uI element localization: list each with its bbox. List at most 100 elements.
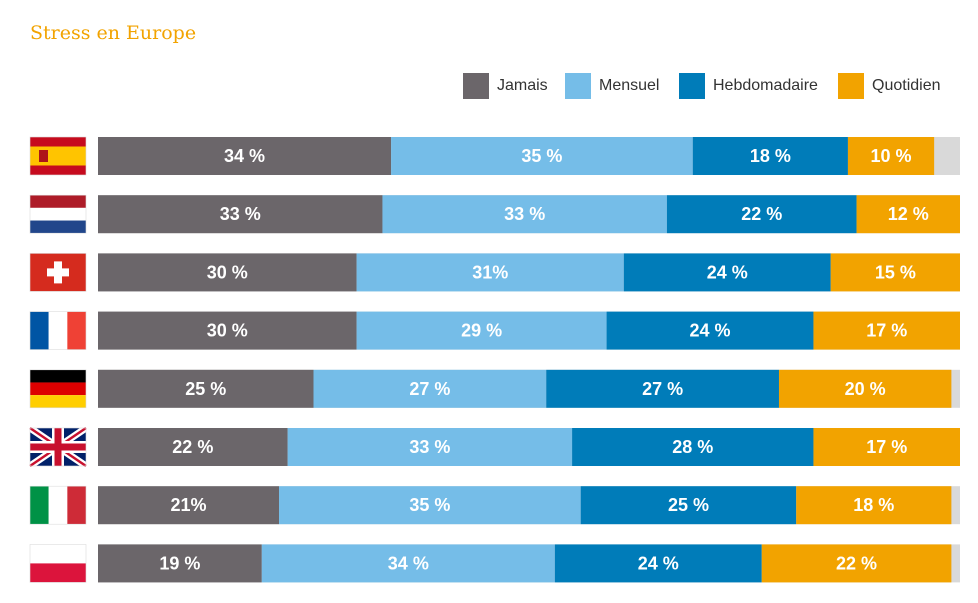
flag-red-stripe	[67, 486, 86, 525]
bar-segment-mensuel	[391, 137, 693, 175]
data-label-jamais: 21%	[170, 495, 206, 515]
bar-row-pologne: 19 % 34 % 24 % 22 %	[29, 544, 960, 583]
bar-segment-hebdomadaire	[606, 311, 814, 350]
data-label-hebdomadaire: 24 %	[638, 553, 679, 573]
legend-item-hebdomadaire: Hebdomadaire	[679, 72, 818, 100]
legend-swatch-hebdomadaire	[679, 73, 705, 99]
legend-swatch-quotidien	[838, 73, 864, 99]
bar-segment-hebdomadaire	[546, 369, 779, 408]
data-label-hebdomadaire: 24 %	[707, 262, 748, 282]
flag-red-stripe	[67, 311, 86, 350]
bar-segment-quotidien	[761, 544, 952, 583]
data-label-jamais: 33 %	[220, 204, 261, 224]
bar-segment-quotidien	[830, 253, 960, 292]
data-label-hebdomadaire: 24 %	[690, 321, 731, 341]
legend-item-quotidien: Quotidien	[838, 72, 941, 100]
chart-title: Stress en Europe	[30, 22, 197, 44]
bar-segment-quotidien	[813, 428, 960, 466]
bar-segment-hebdomadaire	[623, 253, 831, 292]
legend-label-quotidien: Quotidien	[872, 77, 941, 94]
data-label-quotidien: 18 %	[853, 495, 894, 515]
bar-segment-quotidien	[813, 311, 960, 350]
flag-blue-stripe	[30, 220, 86, 234]
bar-segment-hebdomadaire	[666, 195, 857, 234]
data-label-quotidien: 10 %	[871, 146, 912, 166]
flag-white-stripe	[48, 486, 68, 525]
bar-row-france: 30 % 29 % 24 % 17 %	[29, 311, 960, 350]
data-label-mensuel: 35 %	[409, 495, 450, 515]
bar-segment-jamais	[98, 428, 288, 466]
flag-outline	[29, 544, 87, 583]
flag-outline	[29, 194, 87, 234]
data-label-mensuel: 35 %	[521, 146, 562, 166]
flag-green-stripe	[30, 486, 49, 525]
bar-segment-mensuel	[261, 544, 555, 583]
data-label-mensuel: 33 %	[409, 437, 450, 457]
flag-blue-stripe	[30, 311, 49, 350]
data-label-mensuel: 33 %	[504, 204, 545, 224]
bar-segment-mensuel	[287, 428, 573, 466]
flag-netherlands-icon	[29, 194, 87, 234]
flag-red-stripe	[30, 382, 86, 396]
data-label-mensuel: 31%	[472, 262, 508, 282]
bar-segment-hebdomadaire	[580, 486, 797, 525]
data-label-hebdomadaire: 27 %	[642, 379, 683, 399]
bar-segment-quotidien	[796, 486, 952, 525]
bar-segment-mensuel	[356, 311, 607, 350]
data-label-hebdomadaire: 28 %	[672, 437, 713, 457]
data-label-hebdomadaire: 22 %	[741, 204, 782, 224]
flag-red-stripe	[30, 563, 86, 583]
legend-swatch-jamais	[463, 73, 489, 99]
flag-switzerland-icon	[29, 253, 87, 292]
bar-segment-jamais	[98, 195, 383, 234]
data-label-hebdomadaire: 25 %	[668, 495, 709, 515]
flag-outline	[29, 485, 87, 525]
legend: Jamais Mensuel Hebdomadaire Quotidien	[0, 72, 978, 100]
data-label-jamais: 30 %	[207, 321, 248, 341]
bar-row-suisse: 30 % 31% 24 % 15 %	[29, 253, 960, 292]
data-label-quotidien: 20 %	[845, 379, 886, 399]
flag-cross-horizontal	[47, 268, 69, 277]
data-label-mensuel: 29 %	[461, 321, 502, 341]
flag-outline	[29, 311, 87, 350]
flag-red-stripe	[30, 195, 86, 208]
bar-segment-mensuel	[313, 369, 547, 408]
bar-row-royaume-uni: 22 % 33 % 28 % 17 %	[28, 425, 960, 469]
bar-segment-jamais	[98, 544, 262, 583]
data-label-quotidien: 15 %	[875, 262, 916, 282]
bar-segment-jamais	[98, 137, 392, 175]
flag-coat-of-arms	[39, 150, 48, 162]
legend-item-jamais: Jamais	[463, 72, 548, 100]
bar-row-allemagne: 25 % 27 % 27 % 20 %	[29, 369, 960, 409]
bar-row-pays-bas: 33 % 33 % 22 % 12 %	[29, 194, 960, 234]
data-label-quotidien: 12 %	[888, 204, 929, 224]
data-label-jamais: 19 %	[159, 553, 200, 573]
flag-white-stripe	[30, 207, 86, 221]
data-label-quotidien: 17 %	[866, 321, 907, 341]
data-label-mensuel: 34 %	[388, 553, 429, 573]
flag-outline	[29, 253, 87, 292]
bar-row-italie: 21% 35 % 25 % 18 %	[29, 485, 960, 525]
data-label-hebdomadaire: 18 %	[750, 146, 791, 166]
flag-poland-icon	[29, 544, 87, 583]
flag-outline	[29, 136, 87, 176]
legend-item-mensuel: Mensuel	[565, 72, 659, 100]
legend-label-hebdomadaire: Hebdomadaire	[713, 77, 818, 94]
flag-yellow-band	[30, 146, 86, 166]
bar-row-espagne: 34 % 35 % 18 % 10 %	[29, 136, 960, 176]
flag-uk-icon	[28, 425, 88, 469]
data-label-quotidien: 17 %	[866, 437, 907, 457]
legend-label-jamais: Jamais	[497, 77, 548, 94]
flag-france-icon	[29, 311, 87, 350]
bar-segment-quotidien	[856, 195, 960, 234]
bar-segment-quotidien	[778, 369, 952, 408]
flag-cross-red-h	[30, 443, 86, 451]
bar-segment-jamais	[98, 369, 314, 408]
bar-segment-hebdomadaire	[692, 137, 848, 175]
flag-spain-icon	[29, 136, 87, 176]
bar-segment-hebdomadaire	[554, 544, 762, 583]
bar-segment-quotidien	[847, 137, 935, 175]
flag-outline	[29, 369, 87, 409]
flag-germany-icon	[29, 369, 87, 409]
